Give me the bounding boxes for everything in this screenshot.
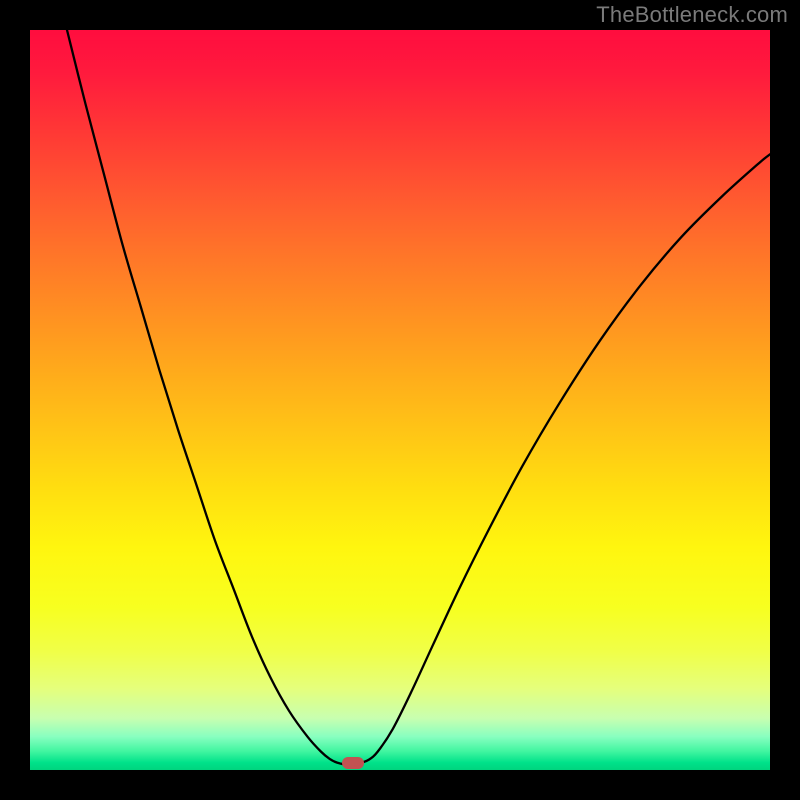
optimum-marker <box>342 757 364 769</box>
watermark-label: TheBottleneck.com <box>596 2 788 28</box>
plot-area <box>30 30 770 770</box>
bottleneck-curve <box>30 30 770 770</box>
chart-container: TheBottleneck.com <box>0 0 800 800</box>
